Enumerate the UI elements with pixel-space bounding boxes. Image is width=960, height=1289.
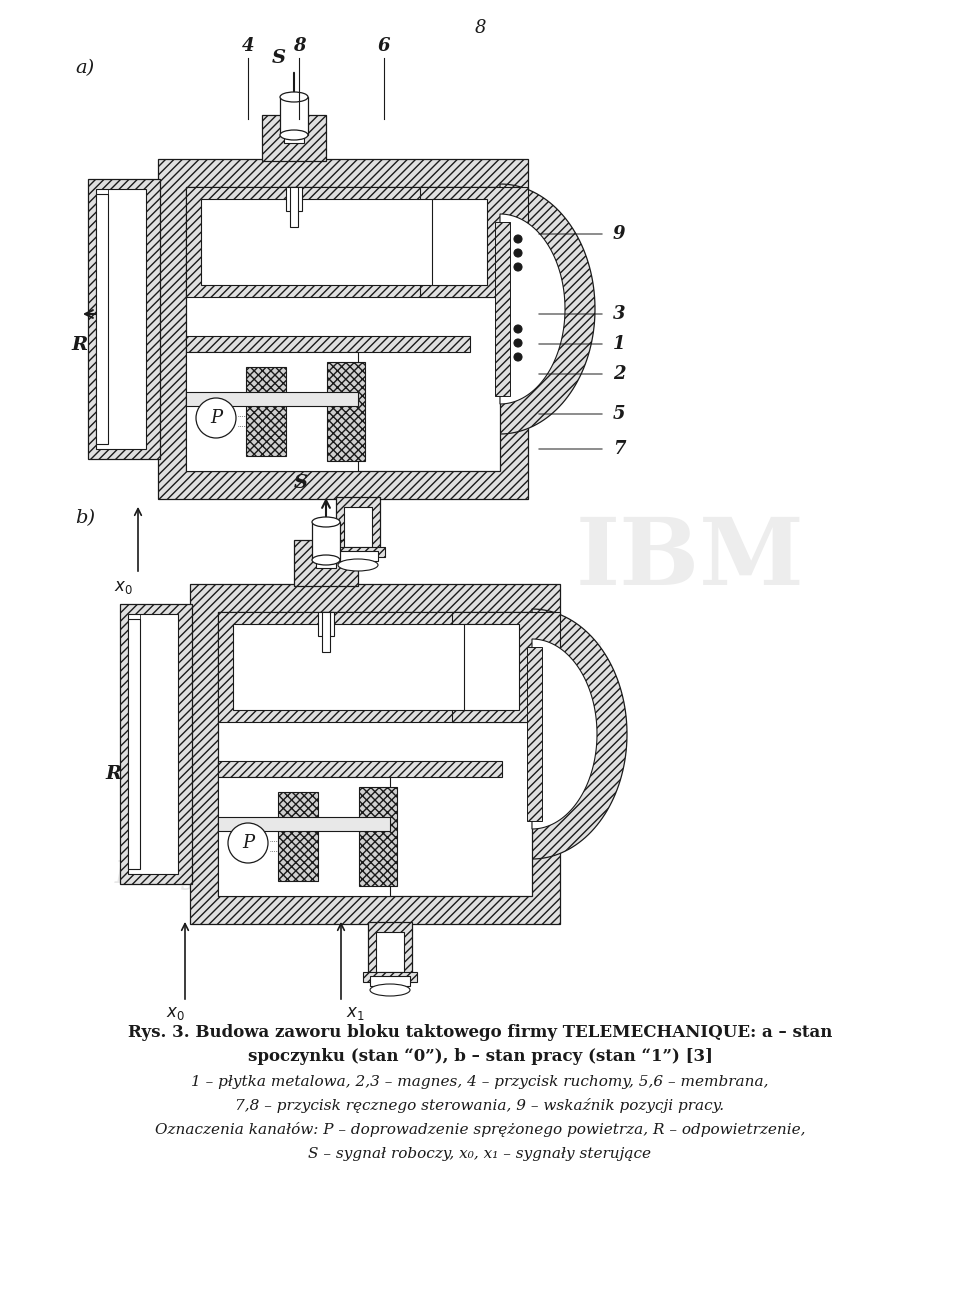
Text: $\mathit{x}_0$: $\mathit{x}_0$ xyxy=(165,1005,184,1022)
Bar xyxy=(186,352,358,470)
Bar xyxy=(233,624,497,710)
Bar xyxy=(527,647,542,821)
Bar xyxy=(218,777,390,896)
Bar xyxy=(286,187,302,211)
Bar xyxy=(359,788,397,886)
Bar xyxy=(128,619,140,869)
Bar xyxy=(96,189,146,449)
Text: 8: 8 xyxy=(474,19,486,37)
Text: $\mathit{x}_0$: $\mathit{x}_0$ xyxy=(114,579,133,596)
Bar xyxy=(246,367,286,456)
Ellipse shape xyxy=(280,130,308,141)
Circle shape xyxy=(514,339,522,347)
Bar xyxy=(420,187,528,296)
Text: 1 – płytka metalowa, 2,3 – magnes, 4 – przycisk ruchomy, 5,6 – membrana,: 1 – płytka metalowa, 2,3 – magnes, 4 – p… xyxy=(191,1075,769,1089)
Text: IBM: IBM xyxy=(576,514,804,605)
Bar xyxy=(294,540,358,586)
Text: 6: 6 xyxy=(377,37,391,55)
Ellipse shape xyxy=(312,517,340,527)
Bar xyxy=(280,97,308,135)
Bar xyxy=(88,179,160,459)
Circle shape xyxy=(514,325,522,333)
Bar xyxy=(218,612,532,722)
Bar xyxy=(464,624,519,710)
Bar xyxy=(312,522,340,559)
Bar xyxy=(186,392,358,406)
Text: a): a) xyxy=(75,59,94,77)
Bar xyxy=(368,922,412,974)
Bar xyxy=(370,976,410,986)
Bar xyxy=(338,550,378,561)
Text: 4: 4 xyxy=(242,37,254,55)
Polygon shape xyxy=(500,214,565,403)
Bar xyxy=(336,498,380,549)
Bar xyxy=(190,584,560,924)
Text: S: S xyxy=(294,474,308,492)
Bar xyxy=(316,541,336,568)
Polygon shape xyxy=(532,608,627,858)
Text: b): b) xyxy=(75,509,95,527)
Text: ℓ: ℓ xyxy=(578,638,603,681)
Ellipse shape xyxy=(280,92,308,102)
Bar xyxy=(331,547,385,557)
Text: 9: 9 xyxy=(613,226,626,244)
Bar xyxy=(158,159,528,499)
Circle shape xyxy=(514,249,522,257)
Bar xyxy=(218,817,390,831)
Bar xyxy=(318,612,334,635)
Bar xyxy=(128,614,178,874)
Polygon shape xyxy=(532,639,597,829)
Bar xyxy=(284,117,304,143)
Bar xyxy=(327,362,365,461)
Ellipse shape xyxy=(370,984,410,996)
Text: R: R xyxy=(105,764,121,782)
Text: R: R xyxy=(72,336,88,354)
Polygon shape xyxy=(500,184,595,434)
Bar xyxy=(120,605,192,884)
Bar xyxy=(262,115,326,161)
Bar xyxy=(452,612,560,722)
Bar xyxy=(290,187,298,227)
Text: P: P xyxy=(242,834,254,852)
Bar xyxy=(322,612,330,652)
Circle shape xyxy=(514,263,522,271)
Text: Oznaczenia kanałów: P – doprowadzenie sprężonego powietrza, R – odpowietrzenie,: Oznaczenia kanałów: P – doprowadzenie sp… xyxy=(155,1121,805,1137)
Text: $\mathit{x}_1$: $\mathit{x}_1$ xyxy=(329,547,348,565)
Text: $\mathit{x}_1$: $\mathit{x}_1$ xyxy=(346,1005,365,1022)
Bar xyxy=(186,336,470,352)
Text: Instyt+: Instyt+ xyxy=(115,858,240,889)
Bar xyxy=(432,199,487,285)
Text: 3: 3 xyxy=(613,305,626,324)
Circle shape xyxy=(514,235,522,244)
Text: 1: 1 xyxy=(613,335,626,353)
Ellipse shape xyxy=(312,556,340,565)
Bar xyxy=(363,972,417,982)
Text: 7,8 – przycisk ręcznego sterowania, 9 – wskaźnik pozycji pracy.: 7,8 – przycisk ręcznego sterowania, 9 – … xyxy=(235,1098,725,1112)
Text: 5: 5 xyxy=(613,405,626,423)
Bar xyxy=(495,222,510,396)
Ellipse shape xyxy=(338,559,378,571)
Bar xyxy=(344,507,372,547)
Circle shape xyxy=(228,822,268,864)
Bar xyxy=(278,791,318,880)
Circle shape xyxy=(514,353,522,361)
Bar xyxy=(186,187,500,296)
Bar xyxy=(96,195,108,443)
Bar xyxy=(218,761,502,777)
Bar xyxy=(218,612,532,896)
Text: S: S xyxy=(272,49,286,67)
Bar xyxy=(186,187,500,470)
Text: P: P xyxy=(210,409,222,427)
Bar xyxy=(201,199,465,285)
Text: spoczynku (stan “0”), b – stan pracy (stan “1”) [3]: spoczynku (stan “0”), b – stan pracy (st… xyxy=(248,1048,712,1065)
Bar xyxy=(376,932,404,972)
Text: S – sygnał roboczy, x₀, x₁ – sygnały sterujące: S – sygnał roboczy, x₀, x₁ – sygnały ste… xyxy=(308,1147,652,1161)
Text: 7: 7 xyxy=(613,440,626,458)
Text: Rys. 3. Budowa zaworu bloku taktowego firmy TELEMECHANIQUE: a – stan: Rys. 3. Budowa zaworu bloku taktowego fi… xyxy=(128,1023,832,1042)
Circle shape xyxy=(196,398,236,438)
Text: 8: 8 xyxy=(293,37,305,55)
Text: 2: 2 xyxy=(613,365,626,383)
